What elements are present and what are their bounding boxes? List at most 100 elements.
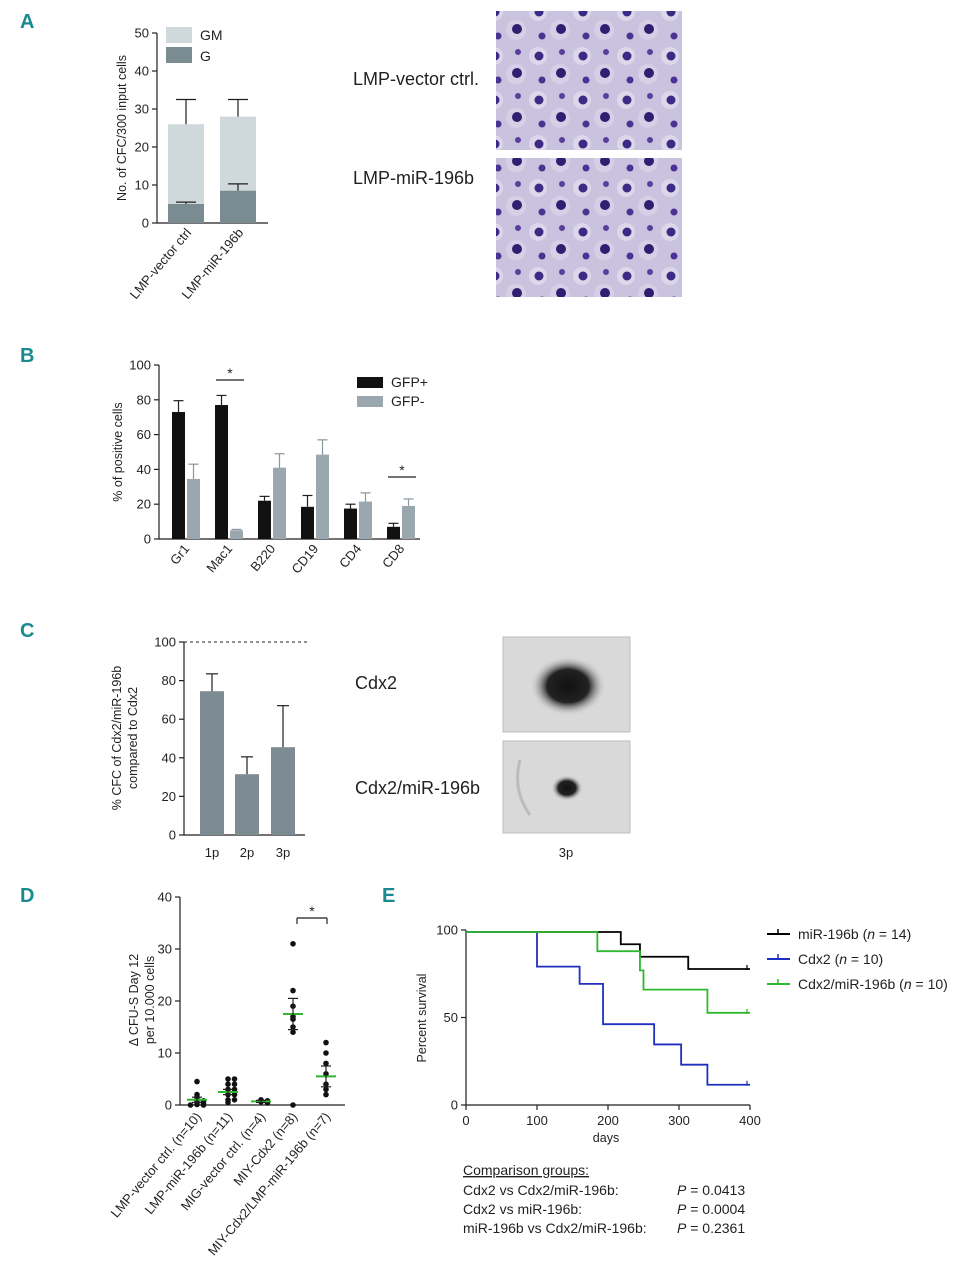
chart-d-y-label-1: Δ CFU-S Day 12: [127, 954, 141, 1046]
chart-d-point: [231, 1086, 238, 1093]
chart-c-bar: [200, 691, 224, 835]
chart-d-point: [187, 1102, 194, 1108]
chart-c-y-tick-label: 0: [169, 828, 176, 843]
chart-b-legend-neg: GFP-: [391, 393, 425, 409]
comparison-rows: Cdx2 vs Cdx2/miR-196b: P = 0.0413 Cdx2 vs …: [463, 1182, 745, 1236]
chart-c-y-tick-label: 20: [162, 789, 176, 804]
chart-e-legend-label-0: miR-196b (n = 14): [798, 926, 911, 942]
chart-e-y-tick-label: 0: [451, 1098, 458, 1113]
chart-b-legend-pos-swatch: [357, 377, 383, 388]
colony-artifact: [516, 759, 532, 816]
chart-e-curve-2: [466, 931, 750, 1014]
comparison-p-value: P = 0.0413: [677, 1182, 745, 1198]
chart-e-y-tick-label: 100: [436, 923, 458, 938]
chart-a-y-tick-label: 30: [135, 102, 149, 117]
chart-b-category-label: Mac1: [203, 541, 235, 575]
chart-e-x-tick-label: 400: [739, 1113, 761, 1128]
chart-d-point: [323, 1050, 329, 1056]
panel-letter-d: D: [20, 885, 34, 907]
chart-b-sig-mac1: *: [227, 365, 233, 381]
chart-b-legend-neg-swatch: [357, 396, 383, 407]
comparison-label: Cdx2 vs Cdx2/miR-196b:: [463, 1182, 619, 1198]
chart-b-legend-pos: GFP+: [391, 374, 428, 390]
chart-c-category-label: 3p: [276, 845, 290, 860]
chart-b-y-tick-label: 60: [137, 427, 151, 442]
panel-letter-c: C: [20, 620, 34, 642]
chart-a-y-tick-label: 20: [135, 140, 149, 155]
chart-b-category-label: CD8: [379, 541, 407, 571]
chart-d-y-tick-label: 0: [165, 1098, 172, 1113]
panel-letter-a: A: [20, 11, 34, 33]
colony-label-cdx2: Cdx2: [355, 673, 397, 693]
colony-caption: 3p: [559, 845, 573, 860]
chart-b-bar-gfp-neg: [359, 501, 372, 539]
chart-d-point: [290, 941, 296, 947]
chart-d-y-label-2: per 10.000 cells: [143, 956, 157, 1044]
chart-d-point: [225, 1081, 231, 1087]
chart-d-point: [225, 1076, 231, 1082]
chart-b-y-tick-label: 100: [129, 358, 151, 373]
chart-b-bar-gfp-pos: [301, 506, 314, 539]
chart-c-y-tick-label: 40: [162, 750, 176, 765]
chart-d-y-tick-label: 10: [158, 1046, 172, 1061]
chart-b-bar-gfp-pos: [172, 411, 185, 539]
chart-b-bar-gfp-neg: [187, 478, 200, 539]
chart-d-point: [323, 1060, 329, 1067]
chart-d-point: [194, 1078, 200, 1085]
chart-c-y-tick-label: 100: [154, 635, 176, 650]
comparison-p-value: P = 0.0004: [677, 1201, 745, 1217]
chart-c-category-label: 2p: [240, 845, 254, 860]
chart-b-category-label: Gr1: [167, 541, 192, 567]
chart-b-bar-gfp-neg: [402, 505, 415, 539]
chart-b-sig-cd8: *: [399, 462, 405, 478]
chart-a-bar-g: [168, 204, 204, 223]
chart-d-point: [290, 1029, 296, 1035]
chart-e-x-tick-label: 200: [597, 1113, 619, 1128]
chart-d-point: [290, 987, 296, 994]
chart-c-bar: [271, 747, 295, 835]
chart-d-point: [290, 1102, 296, 1108]
chart-c-bar: [235, 774, 259, 835]
micrograph-label-vector: LMP-vector ctrl.: [353, 69, 479, 89]
chart-d-point: [225, 1099, 231, 1106]
chart-b-bar-gfp-neg: [230, 530, 243, 539]
chart-a-y-tick-label: 40: [135, 64, 149, 79]
panel-letter-b: B: [20, 345, 34, 367]
chart-d-point: [194, 1101, 200, 1108]
chart-b-bar-gfp-pos: [387, 526, 400, 539]
chart-e-y-tick-label: 50: [444, 1010, 458, 1025]
chart-b-category-label: B220: [247, 541, 278, 574]
comparison-title: Comparison groups:: [463, 1162, 589, 1178]
chart-e-legend-label-2: Cdx2/miR-196b (n = 10): [798, 976, 948, 992]
chart-d-point: [323, 1091, 329, 1098]
chart-b-y-label: % of positive cells: [111, 402, 125, 501]
micrograph-label-mir: LMP-miR-196b: [353, 168, 474, 188]
chart-b-bar-gfp-pos: [344, 508, 357, 539]
chart-e-x-tick-label: 300: [668, 1113, 690, 1128]
chart-d-y-tick-label: 30: [158, 942, 172, 957]
chart-e-y-label: Percent survival: [415, 974, 429, 1063]
colony-cdx2-mir: [551, 775, 583, 801]
chart-b-y-tick-label: 20: [137, 497, 151, 512]
chart-a-y-tick-label: 50: [135, 26, 149, 41]
chart-b-y-tick-label: 0: [144, 532, 151, 547]
chart-c-y-tick-label: 80: [162, 673, 176, 688]
chart-c-y-label-1: % CFC of Cdx2/miR-196b: [110, 666, 124, 811]
comparison-label: Cdx2 vs miR-196b:: [463, 1201, 582, 1217]
chart-a-bar-g: [220, 190, 256, 223]
chart-a-legend-g-swatch: [166, 47, 192, 63]
chart-a-legend-g: G: [200, 48, 211, 64]
chart-d-sig: *: [309, 903, 315, 919]
chart-d-y-tick-label: 20: [158, 994, 172, 1009]
chart-b-category-label: CD4: [336, 541, 364, 571]
chart-a-y-tick-label: 0: [142, 216, 149, 231]
micrograph-vector-ctrl: [496, 11, 682, 150]
chart-d-point: [231, 1097, 238, 1103]
chart-d-point: [231, 1081, 238, 1087]
chart-c-y-tick-label: 60: [162, 712, 176, 727]
chart-a-bar-gm: [168, 124, 204, 204]
chart-e-curve-1: [466, 931, 750, 1086]
chart-d-point: [231, 1076, 238, 1082]
chart-d-point: [231, 1091, 238, 1098]
